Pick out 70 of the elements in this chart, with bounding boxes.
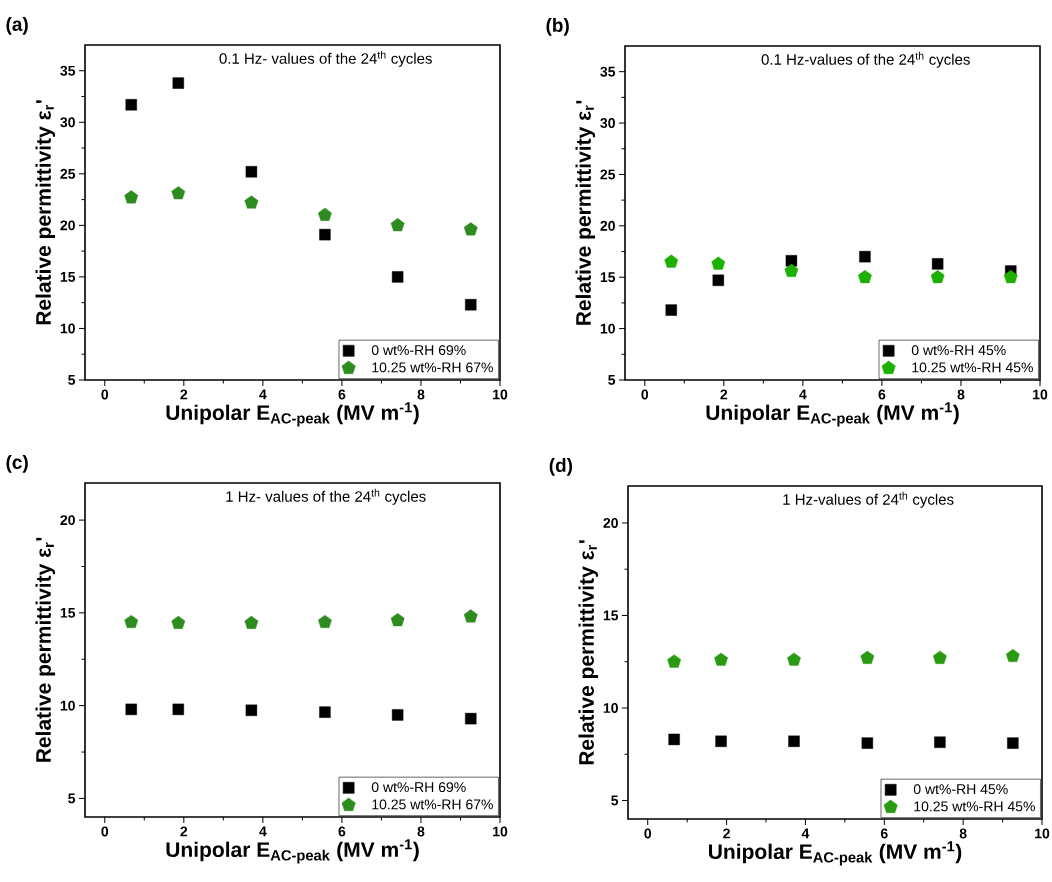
x-tick-label: 4 xyxy=(259,826,267,837)
y-tick-label: 20 xyxy=(60,220,75,231)
x-tick-label: 2 xyxy=(720,389,728,400)
legend-label: 10.25 wt%-RH 45% xyxy=(914,801,1035,812)
x-tick-label: 6 xyxy=(338,389,346,400)
x-tick-label: 8 xyxy=(957,389,965,400)
y-tick-label: 5 xyxy=(608,375,616,385)
y-tick-label: 30 xyxy=(600,118,615,129)
x-axis-title: Unipolar E$_{AC-peak}$ (MV m$^{-1}$) xyxy=(166,402,419,427)
x-tick-label: 0 xyxy=(641,389,649,400)
y-tick-label: 5 xyxy=(68,793,76,804)
y-tick-label: 25 xyxy=(60,168,76,179)
chart-title: 0.1 Hz- values of the 24$^{th}$ cycles xyxy=(219,50,432,67)
y-tick-label: 10 xyxy=(60,323,75,334)
x-tick-label: 0 xyxy=(101,389,109,400)
x-tick-label: 0 xyxy=(644,828,652,839)
x-tick-label: 10 xyxy=(493,389,508,400)
y-tick-label: 15 xyxy=(603,610,619,621)
x-tick-label: 4 xyxy=(801,828,810,839)
y-axis-title: Relative permittivity ε$_{r}$' xyxy=(35,537,56,762)
y-tick-label: 5 xyxy=(611,795,619,806)
x-tick-label: 8 xyxy=(417,389,425,400)
legend-label: 0 wt%-RH 69% xyxy=(371,345,466,356)
x-axis-title: Unipolar E$_{AC-peak}$ (MV m$^{-1}$) xyxy=(709,841,962,866)
y-tick-label: 15 xyxy=(60,272,76,282)
x-tick-label: 4 xyxy=(259,389,267,400)
chart-title: 1 Hz-values of 24$^{th}$ cycles xyxy=(783,491,954,508)
text: (a) xyxy=(6,17,28,35)
x-tick-label: 2 xyxy=(180,826,188,837)
text: (d) xyxy=(549,458,573,476)
y-tick-label: 20 xyxy=(603,518,618,528)
y-axis-title: Relative permittivity ε$_{r}$' xyxy=(575,100,596,325)
chart-title: 1 Hz- values of the 24$^{th}$ cycles xyxy=(226,488,426,505)
y-axis-title: Relative permittivity ε$_{r}$' xyxy=(35,100,56,325)
x-axis-title: Unipolar E$_{AC-peak}$ (MV m$^{-1}$) xyxy=(166,839,419,864)
legend-label: 10.25 wt%-RH 67% xyxy=(372,362,493,373)
x-tick-label: 8 xyxy=(959,828,967,839)
legend-label: 10.25 wt%-RH 67% xyxy=(372,799,493,810)
y-tick-label: 25 xyxy=(600,169,616,180)
x-axis-title: Unipolar E$_{AC-peak}$ (MV m$^{-1}$) xyxy=(706,402,959,427)
y-tick-label: 20 xyxy=(600,220,615,231)
y-tick-label: 10 xyxy=(603,703,618,713)
legend-label: 0 wt%-RH 45% xyxy=(911,345,1006,356)
legend-label: 10.25 wt%-RH 45% xyxy=(912,362,1033,373)
text: (c) xyxy=(6,455,28,473)
x-tick-label: 4 xyxy=(799,389,807,400)
x-tick-label: 10 xyxy=(1035,828,1050,839)
y-tick-label: 10 xyxy=(60,700,75,711)
x-tick-label: 6 xyxy=(880,828,888,839)
x-tick-label: 6 xyxy=(338,826,346,837)
y-tick-label: 10 xyxy=(600,323,615,334)
x-tick-label: 0 xyxy=(101,826,109,837)
x-tick-label: 10 xyxy=(493,826,508,837)
x-tick-label: 2 xyxy=(723,828,730,839)
y-tick-label: 20 xyxy=(60,515,75,526)
y-tick-label: 30 xyxy=(60,117,75,128)
y-tick-label: 35 xyxy=(60,65,76,76)
legend-label: 0 wt%-RH 45% xyxy=(913,784,1008,795)
x-tick-label: 6 xyxy=(878,389,886,400)
x-tick-label: 8 xyxy=(417,826,425,837)
chart-title: 0.1 Hz-values of the 24$^{th}$ cycles xyxy=(761,51,970,68)
x-tick-label: 10 xyxy=(1033,389,1048,400)
y-tick-label: 15 xyxy=(600,272,616,283)
y-tick-label: 5 xyxy=(68,375,76,385)
y-tick-label: 35 xyxy=(600,66,616,77)
x-tick-label: 2 xyxy=(180,389,188,400)
y-axis-title: Relative permittivity ε$_{r}$' xyxy=(578,540,599,765)
legend-label: 0 wt%-RH 69% xyxy=(371,782,466,793)
y-tick-label: 15 xyxy=(60,608,76,618)
text: (b) xyxy=(546,18,569,36)
